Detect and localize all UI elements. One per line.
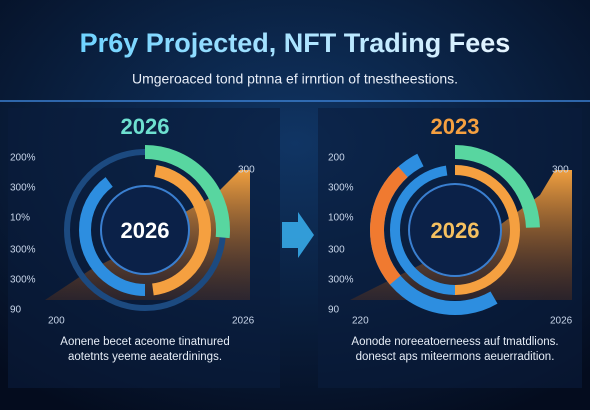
- caption: aotetnts yeeme aeaterdinings.: [68, 351, 222, 363]
- corner-label: 300: [552, 165, 569, 176]
- axis-label: 300%: [328, 183, 354, 194]
- axis-label: 90: [10, 305, 22, 316]
- caption: Aonode noreeatoerneess auf tmatdlions.: [351, 336, 558, 348]
- axis-label: 200%: [10, 153, 36, 164]
- area: [350, 170, 572, 300]
- x-label: 2026: [232, 316, 255, 327]
- center-label: 2026: [121, 218, 170, 243]
- panel-right: 2023 2026 200 300% 100% 300 300% 90 300 …: [318, 108, 582, 388]
- axis-label: 100%: [328, 213, 354, 224]
- panel-left: 2026 2026 200% 300% 10% 300% 300% 90 300…: [8, 108, 280, 388]
- axis-label: 90: [328, 305, 340, 316]
- corner-label: 300: [238, 165, 255, 176]
- ring-arc: [390, 165, 520, 295]
- axis-label: 10%: [10, 213, 30, 224]
- axis-label: 300%: [10, 183, 36, 194]
- caption: donesct aps miteermons aeuerradition.: [356, 351, 555, 363]
- ring-arc: [370, 145, 540, 315]
- x-label: 220: [352, 316, 369, 327]
- title: Pr6y Projected, NFT Trading Fees: [80, 28, 511, 58]
- ring-arc: [370, 145, 540, 315]
- year: 2023: [431, 114, 480, 139]
- x-label: 2026: [550, 316, 573, 327]
- axis-label: 300: [328, 245, 345, 256]
- axis-label: 200: [328, 153, 345, 164]
- ring-arc: [60, 145, 230, 315]
- ring-arc: [79, 164, 211, 296]
- center-label: 2026: [431, 218, 480, 243]
- caption: Aonene becet aceome tinatnured: [60, 336, 229, 348]
- ring-core: [100, 185, 190, 275]
- axis-label: 300%: [10, 245, 36, 256]
- x-label: 200: [48, 316, 65, 327]
- subtitle: Umgeroaced tond ptnna ef irnrtion of tne…: [132, 71, 458, 87]
- ring-arc: [79, 164, 211, 296]
- axis-label: 300%: [10, 275, 36, 286]
- arrow: [282, 212, 314, 258]
- year: 2026: [121, 114, 170, 139]
- ring-core: [408, 183, 502, 277]
- axis-label: 300%: [328, 275, 354, 286]
